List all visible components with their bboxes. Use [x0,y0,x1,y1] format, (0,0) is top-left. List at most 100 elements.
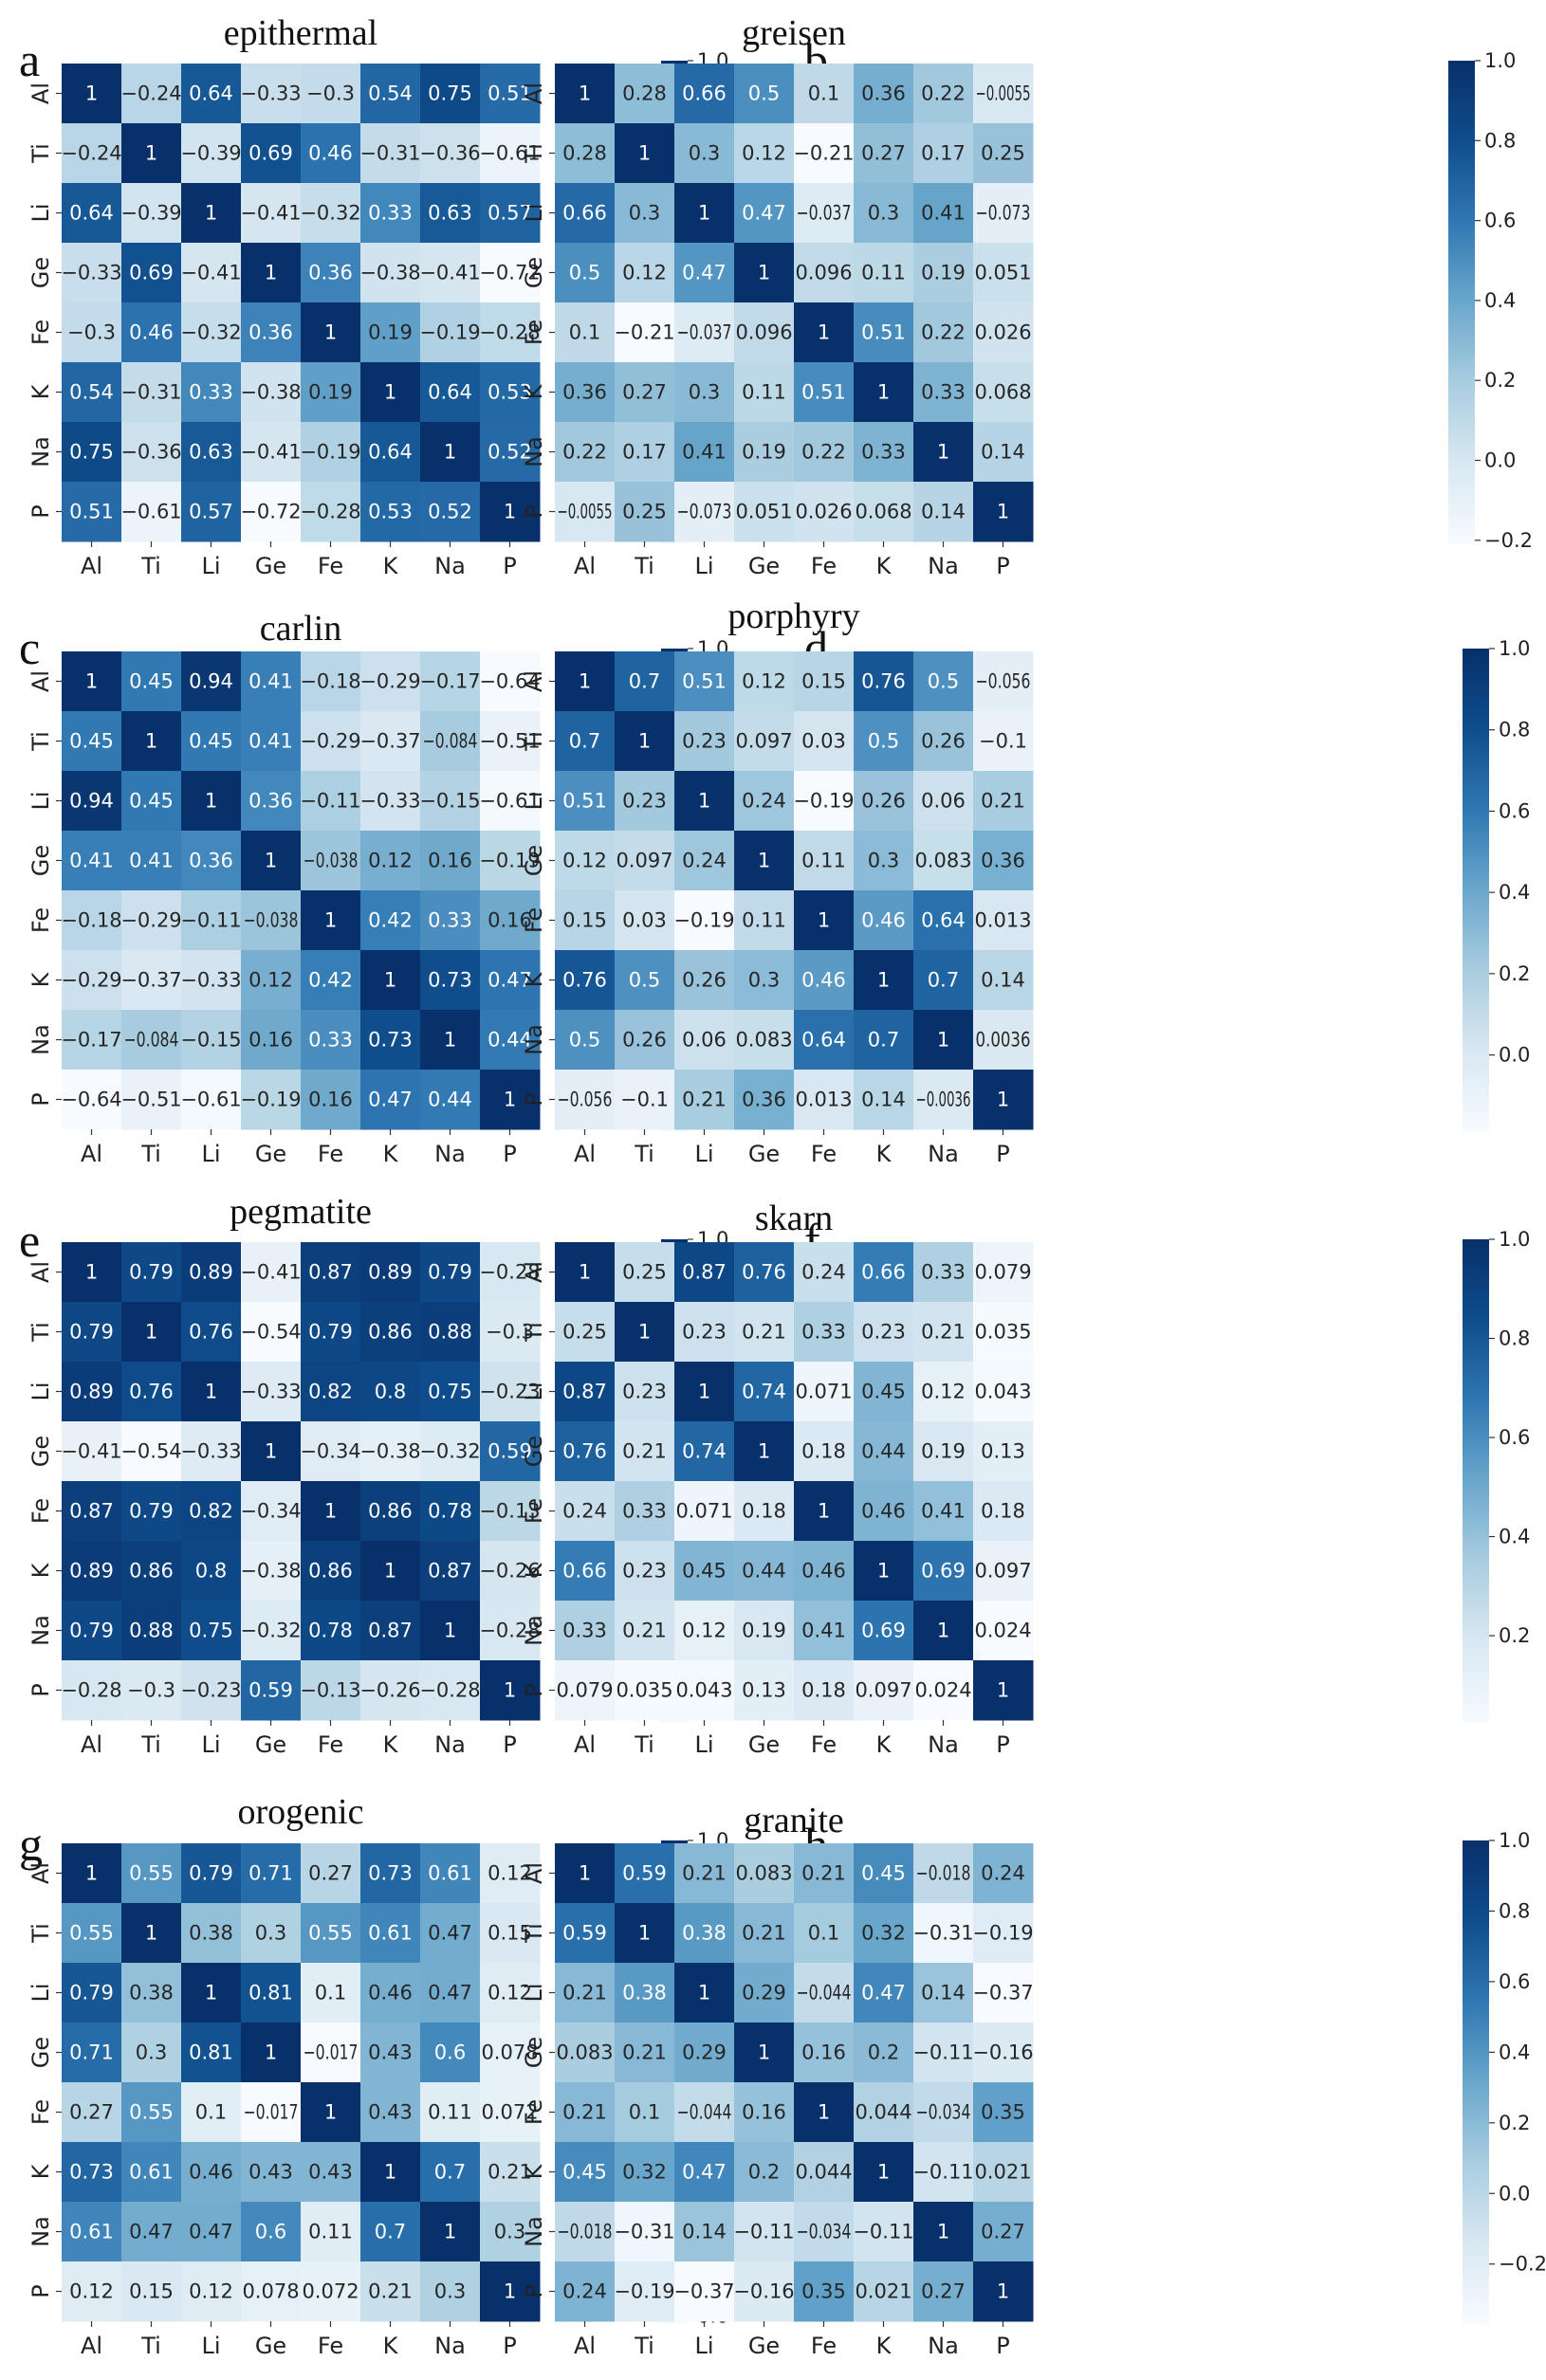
cell-value-label: 0.33 [308,1029,353,1052]
cell-value-label: 0.026 [974,321,1031,344]
cell-value-label: 0.051 [735,501,792,523]
colorbar-tick-label: 0.4 [1499,2041,1530,2063]
cell-value-label: 0.42 [308,969,353,992]
x-tick-label: Na [928,1141,959,1167]
heatmap-cell [734,831,795,891]
heatmap-cell [420,890,481,951]
x-tick-label: Ge [748,1731,780,1758]
colorbar-tick-label: 0.4 [1484,289,1516,312]
cell-value-label: −0.61 [479,142,540,165]
heatmap-cell [615,302,675,363]
cell-value-label: 1 [265,2041,277,2064]
heatmap-cell [794,362,855,423]
heatmap-cell [615,1242,675,1303]
cell-value-label: −0.72 [479,262,540,284]
cell-value-label: 1 [504,2280,516,2303]
cell-value-label: −0.28 [479,1261,540,1284]
heatmap-cell [301,1242,361,1303]
cell-value-label: 0.63 [428,202,472,225]
cell-value-label: 1 [997,1089,1009,1111]
cell-value-label: 0.11 [861,262,906,284]
heatmap-cell [420,123,481,184]
heatmap-cell [62,651,122,712]
heatmap-cell [420,1242,481,1303]
heatmap-cell [181,1010,242,1071]
x-tick-label: Na [434,1141,466,1167]
cell-value-label: 0.03 [622,909,667,932]
cell-value-label: 1 [265,262,277,284]
cell-value-label: 0.64 [69,202,114,225]
heatmap-cell [674,651,735,712]
y-tick-label: Ge [521,257,547,288]
heatmap-cell [973,711,1034,772]
cell-value-label: 1 [145,142,157,165]
cell-value-label: 1 [877,969,890,992]
heatmap-cell [121,1302,182,1363]
cell-value-label: −0.15 [180,1029,241,1052]
heatmap-cell [241,890,302,951]
cell-value-label: 1 [145,1321,157,1344]
cell-value-label: 0.12 [921,1381,966,1403]
x-tick-label: Al [574,1141,596,1167]
cell-value-label: 0.8 [375,1381,406,1403]
cell-value-label: 0.19 [308,381,353,404]
heatmap-cell [181,183,242,244]
heatmap-cell [301,482,361,542]
cell-value-label: −0.3 [486,1321,534,1344]
heatmap-cell [913,482,974,542]
cell-value-label: −0.41 [419,262,480,284]
heatmap-cell [241,2142,302,2203]
heatmap-cell [360,362,421,423]
cell-value-label: 0.76 [742,1261,786,1284]
heatmap-cell [615,1421,675,1482]
cell-value-label: 1 [818,1500,830,1523]
cell-value-label: 1 [444,2221,456,2243]
heatmap-cell [973,1843,1034,1904]
cell-value-label: 0.16 [428,850,472,872]
cell-value-label: 0.45 [189,730,233,753]
cell-value-label: −0.15 [419,790,480,813]
cell-value-label: −0.11 [300,790,360,813]
heatmap-cell [674,1421,735,1482]
cell-value-label: 0.51 [682,670,727,693]
cell-value-label: 0.079 [556,1679,613,1702]
cell-value-label: −0.33 [240,1381,301,1403]
heatmap-cell [241,1843,302,1904]
cell-value-label: 0.79 [129,1500,174,1523]
heatmap-cell [555,651,616,712]
cell-value-label: 0.12 [682,1620,727,1642]
heatmap-cell [62,831,122,891]
cell-value-label: 1 [877,1560,890,1583]
cell-value-label: 1 [444,441,456,464]
cell-value-label: 0.88 [129,1620,174,1642]
panel-title: pegmatite [230,1192,372,1232]
cell-value-label: 0.1 [569,321,600,344]
heatmap-cell [121,1421,182,1482]
heatmap-cell [854,711,914,772]
heatmap-cell [973,890,1034,951]
heatmap-cell [121,1541,182,1602]
heatmap-cell [615,1601,675,1661]
heatmap-cell [480,2202,541,2262]
y-tick-label: P [521,504,547,518]
cell-value-label: −0.32 [419,1440,480,1463]
cell-value-label: 1 [877,381,890,404]
x-tick-label: K [383,1731,399,1758]
heatmap-cell [121,2142,182,2203]
heatmap-cell [62,1601,122,1661]
cell-value-label: 0.33 [562,1620,607,1642]
cell-value-label: 0.47 [129,2221,174,2243]
heatmap-cell [420,243,481,303]
heatmap-cell [674,1362,735,1422]
x-tick-label: K [383,2333,399,2359]
y-tick-label: Ge [28,845,54,876]
heatmap-cell [181,2023,242,2083]
y-tick-label: P [521,2284,547,2298]
y-tick-label: Ge [28,257,54,288]
cell-value-label: 0.22 [801,441,846,464]
heatmap-cell [854,890,914,951]
heatmap-cell [181,1963,242,2023]
cell-value-label: 0.11 [801,850,846,872]
cell-value-label: 0.51 [861,321,906,344]
cell-value-label: 0.19 [742,1620,786,1642]
